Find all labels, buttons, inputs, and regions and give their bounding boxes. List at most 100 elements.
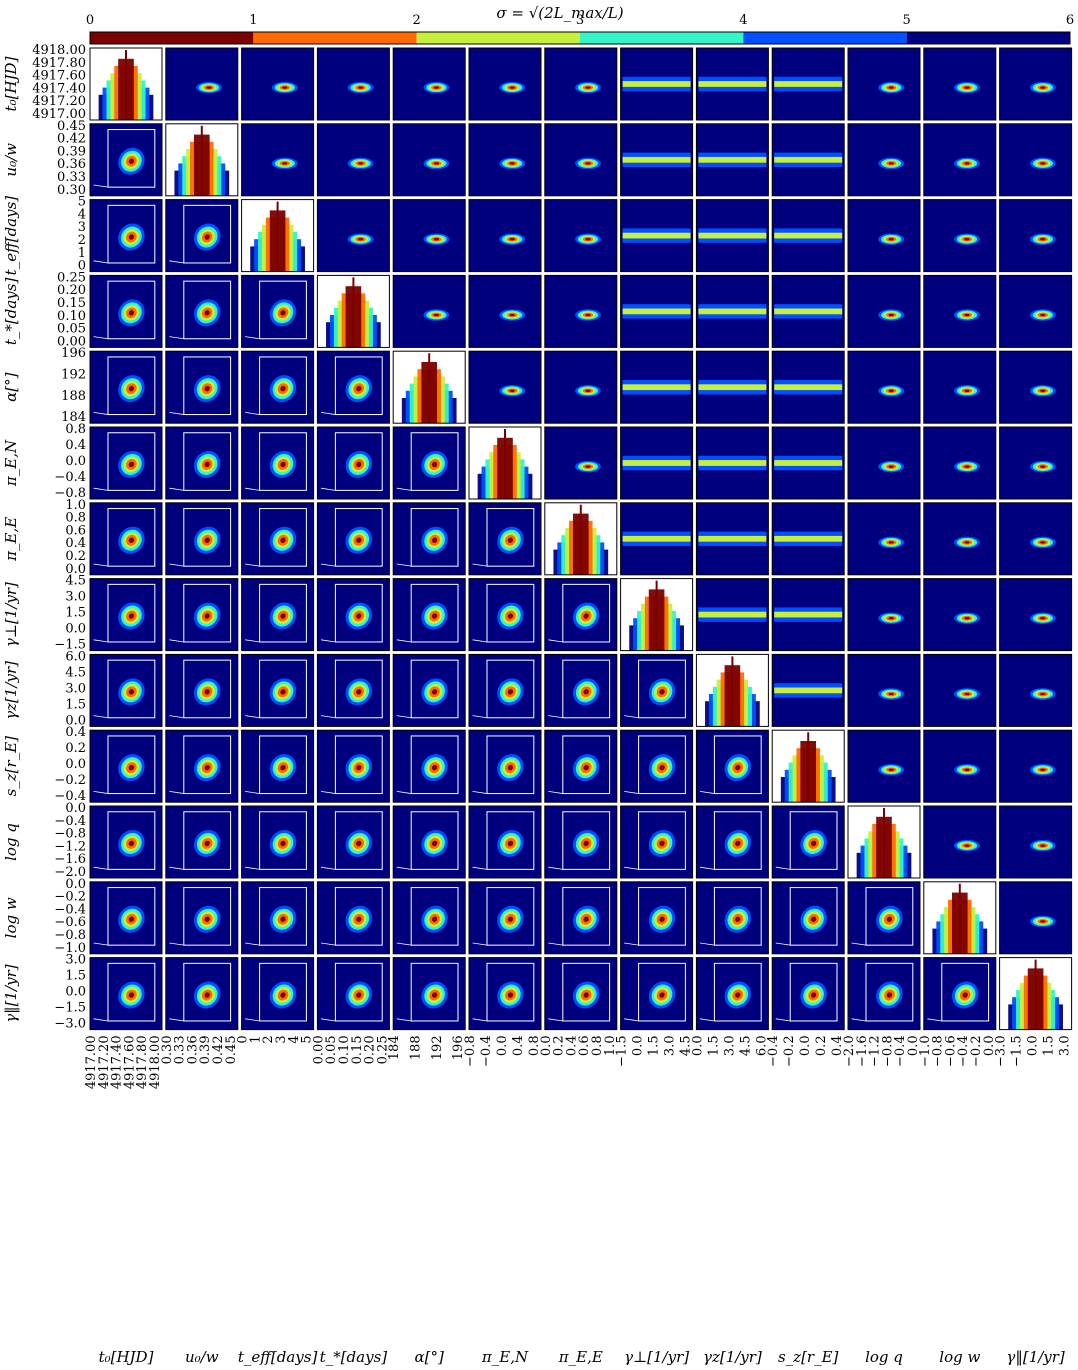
panel-5-6 <box>544 426 618 500</box>
density-contour <box>280 613 286 619</box>
density-contour <box>964 768 970 771</box>
panel-frame <box>468 274 542 348</box>
panel-frame <box>771 957 845 1031</box>
x-axis-label: γ‖[1/yr] <box>1006 1348 1065 1366</box>
zoom-inset-frame <box>259 508 307 567</box>
y-tick-label: 1.5 <box>65 697 86 712</box>
y-tick-label: 0.0 <box>65 985 86 1000</box>
panel-frame <box>89 426 163 500</box>
panel-3-6 <box>544 274 618 348</box>
panel-frame <box>999 350 1073 424</box>
panel-5-10 <box>847 426 921 500</box>
y-axis-label: π_E,E <box>2 517 20 562</box>
density-contour <box>507 537 514 543</box>
x-tick-label: 4917.80 <box>135 1035 150 1089</box>
panel-frame <box>620 47 694 121</box>
zoom-inset-frame <box>183 962 232 1022</box>
density-band <box>698 535 767 542</box>
panel-10-7 <box>620 805 694 879</box>
density-contour <box>1040 86 1046 89</box>
zoom-connector <box>396 866 412 870</box>
panel-2-6 <box>544 199 618 273</box>
panel-3-0 <box>89 274 163 348</box>
panel-frame <box>771 123 845 197</box>
x-tick-label: 0.45 <box>224 1035 239 1064</box>
panel-frame <box>468 729 542 803</box>
panel-frame <box>620 881 694 955</box>
panel-frame <box>468 502 542 576</box>
zoom-connector <box>245 866 260 870</box>
panel-frame <box>620 729 694 803</box>
density-contour <box>888 162 894 165</box>
panel-11-5 <box>468 881 542 955</box>
x-tick-label: 0.25 <box>375 1035 390 1064</box>
zoom-inset-frame <box>107 962 156 1022</box>
colorbar-frame <box>89 31 1071 45</box>
y-tick-label: 0.05 <box>57 322 86 337</box>
y-tick-label: −1.5 <box>54 1001 86 1016</box>
density-contour <box>280 310 286 316</box>
density-contour <box>1040 768 1046 771</box>
zoom-connector <box>396 942 412 946</box>
density-contour <box>1040 465 1046 468</box>
panel-frame <box>544 653 618 727</box>
panel-frame <box>847 123 921 197</box>
x-tick-label: 3.0 <box>722 1035 737 1056</box>
zoom-inset-frame <box>259 811 307 870</box>
panel-4-3 <box>316 350 390 424</box>
panel-frame <box>544 350 618 424</box>
panel-5-9 <box>771 426 845 500</box>
panel-frame <box>771 502 845 576</box>
panel-frame <box>771 729 845 803</box>
panel-frame <box>544 957 618 1031</box>
zoom-connector <box>775 866 791 870</box>
y-tick-label: −1.2 <box>54 839 86 854</box>
zoom-inset-frame <box>562 659 611 719</box>
density-contour <box>585 162 591 165</box>
y-tick-label: 0.20 <box>57 283 86 298</box>
y-axis-labels: t₀[HJD]4918.004917.804917.604917.404917.… <box>2 43 86 1032</box>
zoom-connector <box>169 942 184 946</box>
x-tick-label: 0.0 <box>906 1035 921 1056</box>
panel-9-4 <box>392 729 466 803</box>
panel-1-11 <box>923 123 997 197</box>
y-tick-label: 6.0 <box>65 649 86 664</box>
x-tick-label: 0.00 <box>311 1035 326 1064</box>
y-tick-label: 0.0 <box>65 562 86 577</box>
panel-8-5 <box>468 653 542 727</box>
density-contour <box>280 461 286 468</box>
zoom-inset-frame <box>789 811 838 870</box>
density-contour <box>810 992 817 998</box>
density-contour <box>1040 920 1046 923</box>
x-tick-label: −0.2 <box>969 1035 984 1067</box>
x-tick-label: 0.4 <box>830 1035 845 1056</box>
density-contour <box>509 389 515 392</box>
panel-1-5 <box>468 123 542 197</box>
panel-0-9 <box>771 47 845 121</box>
panel-frame <box>695 123 769 197</box>
y-axis-label: t₀[HJD] <box>2 56 20 111</box>
density-contour <box>204 992 210 998</box>
panel-10-3 <box>316 805 390 879</box>
panel-8-8 <box>695 653 769 727</box>
colorbar-tick-label: 2 <box>413 13 421 28</box>
colorbar-tick-label: 0 <box>86 13 94 28</box>
density-contour <box>128 764 135 771</box>
panel-frame <box>923 653 997 727</box>
x-tick-label: 1.5 <box>706 1035 721 1056</box>
panel-frame <box>923 881 997 955</box>
x-tick-label: 0.0 <box>690 1035 705 1056</box>
panel-3-10 <box>847 274 921 348</box>
density-contour <box>280 916 286 922</box>
zoom-connector <box>320 866 336 870</box>
panel-frame <box>241 274 315 348</box>
colorbar-segment <box>90 32 254 44</box>
zoom-connector <box>548 866 563 870</box>
density-contour <box>735 764 741 771</box>
panel-0-8 <box>695 47 769 121</box>
x-tick-label: 0.2 <box>552 1035 567 1056</box>
y-tick-label: 2 <box>78 233 86 248</box>
zoom-inset-frame <box>410 811 459 870</box>
density-contour <box>659 992 665 998</box>
panel-9-7 <box>620 729 694 803</box>
